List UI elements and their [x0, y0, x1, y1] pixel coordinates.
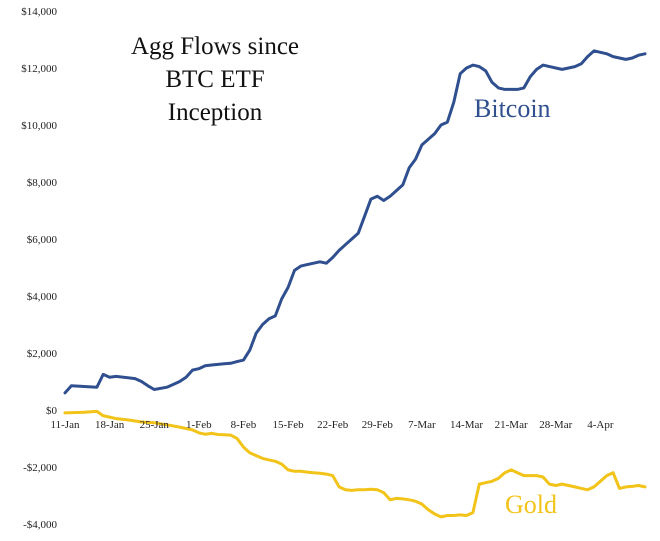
- y-tick-label: $8,000: [27, 177, 58, 189]
- x-tick-label: 7-Mar: [408, 419, 436, 431]
- series-label-bitcoin: Bitcoin: [474, 94, 551, 123]
- x-tick-label: 28-Mar: [539, 419, 572, 431]
- y-tick-label: $0: [46, 405, 58, 417]
- y-tick-label: $6,000: [27, 234, 58, 246]
- y-tick-label: $2,000: [27, 348, 58, 360]
- chart-title-line-2: BTC ETF: [165, 66, 264, 93]
- y-tick-label: $14,000: [21, 6, 57, 18]
- y-tick-label: $4,000: [27, 291, 58, 303]
- x-tick-label: 14-Mar: [450, 419, 483, 431]
- axis-layer: $14,000 $12,000 $10,000 $8,000 $6,000 $4,000 $…: [21, 6, 614, 531]
- series-line-gold: [63, 409, 647, 519]
- series-layer: [63, 49, 647, 519]
- x-tick-label: 29-Feb: [362, 419, 394, 431]
- x-tick-label: 21-Mar: [495, 419, 528, 431]
- chart-title-line-1: Agg Flows since: [131, 33, 299, 60]
- x-tick-label: 4-Apr: [587, 419, 614, 431]
- series-label-gold: Gold: [505, 490, 557, 519]
- y-tick-label: -$2,000: [23, 462, 57, 474]
- x-tick-label: 8-Feb: [231, 419, 257, 431]
- series-line-bitcoin: [63, 49, 647, 395]
- y-tick-label: $10,000: [21, 120, 57, 132]
- y-tick-label: -$4,000: [23, 519, 57, 531]
- x-tick-label: 25-Jan: [140, 419, 170, 431]
- y-tick-label: $12,000: [21, 63, 57, 75]
- chart-title-line-3: Inception: [168, 99, 263, 126]
- x-tick-label: 22-Feb: [317, 419, 349, 431]
- x-tick-label: 18-Jan: [95, 419, 125, 431]
- x-tick-label: 11-Jan: [51, 419, 80, 431]
- x-tick-label: 1-Feb: [186, 419, 212, 431]
- x-tick-label: 15-Feb: [272, 419, 304, 431]
